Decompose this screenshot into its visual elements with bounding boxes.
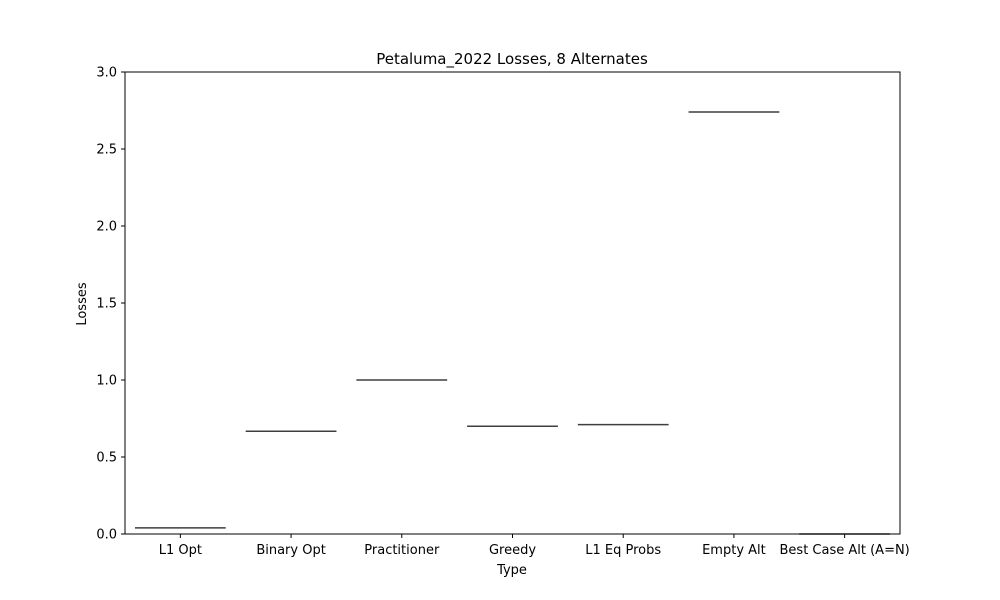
x-tick-label-6: Best Case Alt (A=N) (780, 543, 910, 558)
x-tick-label-0: L1 Opt (159, 543, 202, 558)
y-tick-label-3: 1.5 (96, 297, 117, 312)
x-tick-label-1: Binary Opt (256, 543, 326, 558)
x-tick-label-2: Practitioner (364, 543, 440, 558)
y-axis-label: Losses (75, 282, 90, 326)
x-tick-label-5: Empty Alt (702, 543, 766, 558)
x-axis-label: Type (496, 563, 527, 578)
y-tick-label-6: 3.0 (96, 66, 117, 81)
y-tick-label-2: 1.0 (96, 374, 117, 389)
y-tick-label-4: 2.0 (96, 220, 117, 235)
y-tick-label-0: 0.0 (96, 528, 117, 543)
x-tick-label-3: Greedy (489, 543, 536, 558)
y-tick-label-5: 2.5 (96, 143, 117, 158)
y-tick-label-1: 0.5 (96, 451, 117, 466)
chart-title: Petaluma_2022 Losses, 8 Alternates (376, 50, 648, 69)
x-tick-label-4: L1 Eq Probs (585, 543, 661, 558)
chart-marks: 0.0 0.5 1.0 1.5 2.0 2.5 3.0 L1 Opt Binary Opt Pra… (96, 66, 909, 559)
plot-area-frame (124, 71, 901, 535)
